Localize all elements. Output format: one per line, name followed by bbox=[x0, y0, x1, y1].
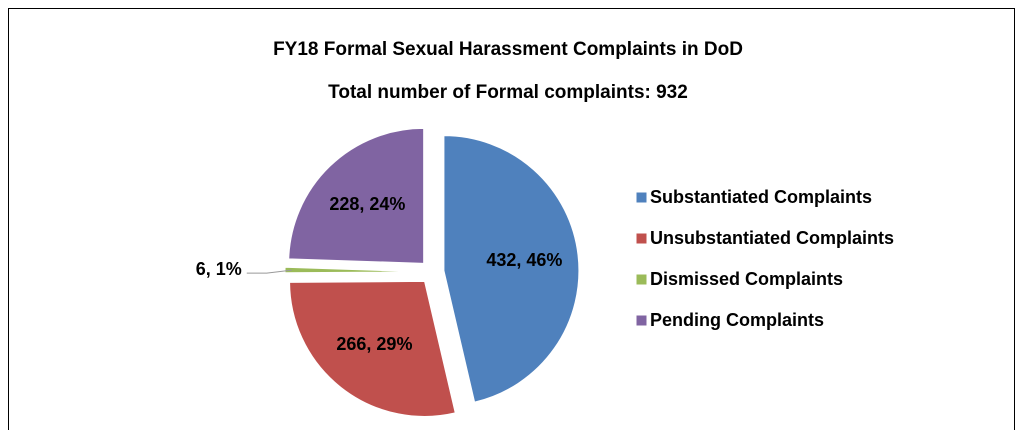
data-label: 228, 24% bbox=[329, 194, 405, 214]
legend-swatch bbox=[635, 314, 648, 327]
data-label: 6, 1% bbox=[196, 259, 242, 279]
pie-slice bbox=[289, 280, 456, 417]
data-label: 266, 29% bbox=[336, 334, 412, 354]
legend-label: Substantiated Complaints bbox=[650, 187, 872, 207]
chart-subtitle: Total number of Formal complaints: 932 bbox=[328, 82, 688, 103]
legend-label: Pending Complaints bbox=[650, 310, 824, 330]
pie-slice bbox=[443, 135, 580, 403]
legend-label: Unsubstantiated Complaints bbox=[650, 228, 894, 248]
data-label: 432, 46% bbox=[486, 250, 562, 270]
leader-line bbox=[246, 269, 292, 274]
pie-slice bbox=[288, 127, 425, 264]
legend-swatch bbox=[635, 191, 648, 204]
legend-swatch bbox=[635, 232, 648, 245]
legend-label: Dismissed Complaints bbox=[650, 269, 843, 289]
pie-slice bbox=[284, 266, 421, 274]
legend-swatch bbox=[635, 273, 648, 286]
chart-title: FY18 Formal Sexual Harassment Complaints… bbox=[273, 39, 743, 60]
